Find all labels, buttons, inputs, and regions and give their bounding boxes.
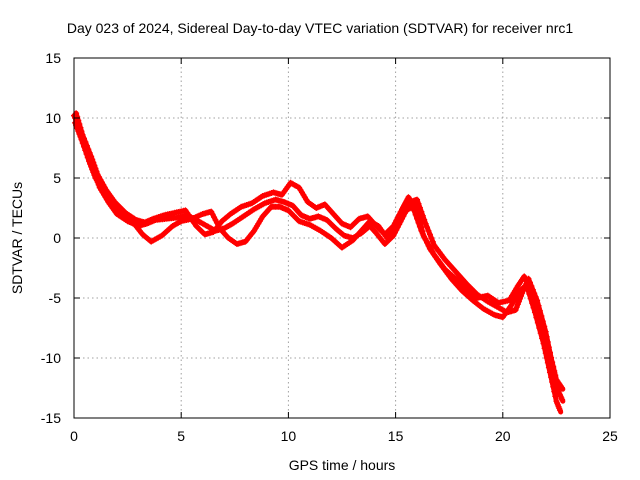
data-point-marker xyxy=(526,286,533,293)
series-track-2 xyxy=(72,119,564,415)
data-point-marker xyxy=(91,162,98,169)
y-tick-label: 0 xyxy=(53,230,61,246)
data-point-marker xyxy=(86,149,93,156)
data-point-marker xyxy=(532,301,539,308)
data-point-marker xyxy=(524,279,531,286)
data-point-marker xyxy=(525,283,532,289)
data-point-marker xyxy=(541,329,548,336)
series-line xyxy=(72,120,564,415)
y-tick-label: 15 xyxy=(45,50,61,66)
data-point-marker xyxy=(416,215,423,221)
data-point-marker xyxy=(542,334,549,341)
x-tick-label: 0 xyxy=(70,428,78,444)
data-point-marker xyxy=(538,319,545,325)
axis-ticks: 0 5 10 15 20 25 -15 -10 -5 0 5 10 15 xyxy=(41,50,618,444)
data-point-marker xyxy=(546,369,553,376)
data-point-marker xyxy=(415,200,422,207)
data-point-marker xyxy=(414,196,421,203)
data-point-marker xyxy=(546,350,553,357)
data-point-marker xyxy=(559,396,566,403)
data-point-marker xyxy=(550,363,557,370)
data-point-marker xyxy=(422,220,429,227)
data-point-marker xyxy=(531,297,538,303)
x-axis-label: GPS time / hours xyxy=(289,457,396,473)
data-point-marker xyxy=(83,142,90,149)
data-point-marker xyxy=(79,131,86,138)
data-point-marker xyxy=(551,367,558,374)
data-point-marker xyxy=(545,345,552,351)
data-point-marker xyxy=(545,364,552,371)
data-point-marker xyxy=(78,128,85,135)
data-point-marker xyxy=(551,388,558,395)
data-point-marker xyxy=(421,216,428,223)
data-point-marker xyxy=(528,289,535,296)
data-point-marker xyxy=(90,159,97,166)
data-point-marker xyxy=(429,248,436,255)
data-point-marker xyxy=(419,228,426,235)
y-tick-label: -15 xyxy=(41,410,61,426)
data-point-marker xyxy=(529,292,536,299)
data-point-marker xyxy=(427,245,434,252)
data-series-layer xyxy=(71,110,566,415)
data-point-marker xyxy=(76,121,83,127)
data-point-marker xyxy=(414,206,421,213)
data-point-marker xyxy=(428,235,435,241)
data-point-marker xyxy=(548,354,555,361)
data-point-marker xyxy=(89,156,96,163)
data-point-marker xyxy=(420,232,427,239)
data-point-marker xyxy=(535,310,542,317)
data-point-marker xyxy=(415,210,422,217)
y-tick-label: -5 xyxy=(49,290,62,306)
data-point-marker xyxy=(514,301,521,308)
data-point-marker xyxy=(74,113,81,120)
y-axis-label: SDTVAR / TECUs xyxy=(9,182,25,294)
data-point-marker xyxy=(81,135,88,142)
y-tick-label: 10 xyxy=(45,110,61,126)
data-point-marker xyxy=(77,124,84,131)
data-point-marker xyxy=(418,223,425,230)
data-point-marker xyxy=(558,384,565,391)
data-point-marker xyxy=(548,374,555,381)
data-point-marker xyxy=(515,298,522,305)
y-tick-label: -10 xyxy=(41,350,61,366)
series-track-3 xyxy=(73,110,566,392)
data-point-marker xyxy=(521,273,528,280)
data-point-marker xyxy=(426,231,433,238)
data-point-marker xyxy=(522,276,529,283)
data-point-marker xyxy=(93,168,100,175)
data-point-marker xyxy=(425,242,432,249)
data-point-marker xyxy=(429,238,436,245)
data-point-marker xyxy=(556,407,563,414)
data-point-marker xyxy=(92,165,99,172)
series-track-1 xyxy=(71,112,566,404)
data-point-marker xyxy=(549,359,556,365)
data-point-marker xyxy=(422,235,429,242)
data-point-marker xyxy=(424,224,431,231)
data-point-marker xyxy=(544,339,551,346)
x-tick-label: 5 xyxy=(177,428,185,444)
x-tick-label: 20 xyxy=(495,428,511,444)
data-point-marker xyxy=(549,379,556,385)
data-point-marker xyxy=(417,219,424,226)
data-point-marker xyxy=(536,314,543,321)
data-point-marker xyxy=(539,324,546,331)
data-point-marker xyxy=(552,372,559,379)
chart-title: Day 023 of 2024, Sidereal Day-to-day VTE… xyxy=(67,20,573,36)
data-point-marker xyxy=(88,153,95,160)
data-point-marker xyxy=(512,307,519,313)
data-point-marker xyxy=(534,305,541,312)
series-line xyxy=(73,110,566,392)
data-point-marker xyxy=(552,393,559,400)
data-point-marker xyxy=(513,304,520,311)
data-point-marker xyxy=(85,146,92,153)
data-point-marker xyxy=(425,227,432,234)
y-tick-label: 5 xyxy=(53,170,61,186)
x-tick-label: 25 xyxy=(602,428,618,444)
data-point-marker xyxy=(550,383,557,390)
data-point-marker xyxy=(82,139,89,145)
x-tick-label: 15 xyxy=(388,428,404,444)
data-point-marker xyxy=(424,239,431,245)
x-tick-label: 10 xyxy=(281,428,297,444)
